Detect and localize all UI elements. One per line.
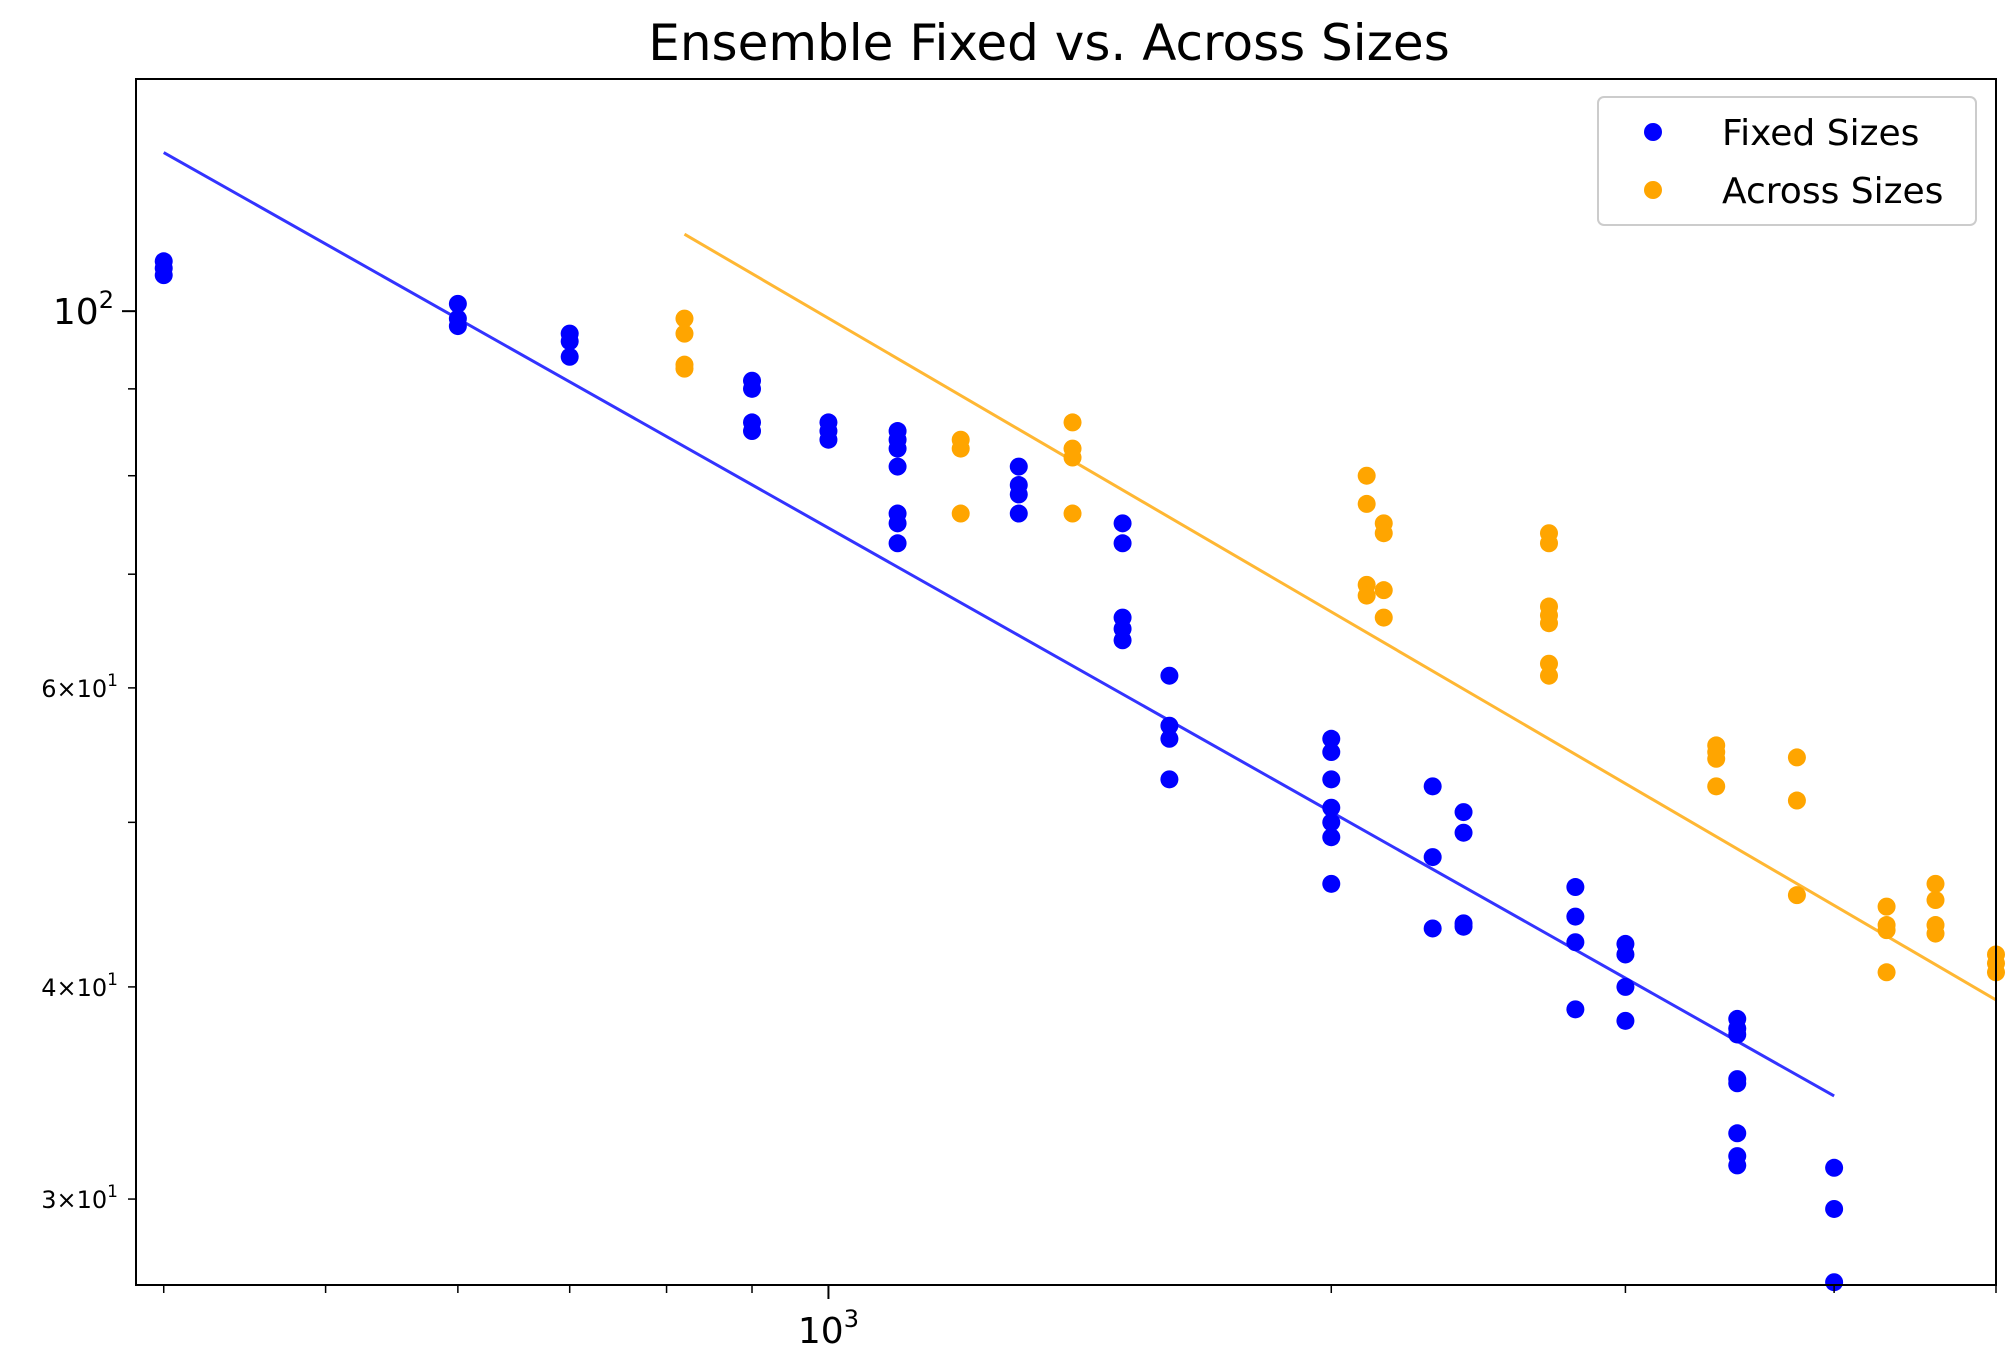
chart-title: Ensemble Fixed vs. Across Sizes: [648, 14, 1450, 72]
plot-frame: [135, 78, 1997, 1286]
data-point-fixed-sizes: [1160, 770, 1179, 789]
data-point-across-sizes: [1877, 897, 1896, 916]
data-point-across-sizes: [1063, 448, 1082, 467]
data-point-fixed-sizes: [1454, 917, 1473, 936]
data-point-fixed-sizes: [1728, 1074, 1747, 1093]
data-point-across-sizes: [1926, 891, 1945, 910]
data-point-fixed-sizes: [154, 266, 173, 285]
data-point-fixed-sizes: [1423, 777, 1442, 796]
data-point-fixed-sizes: [1322, 874, 1341, 893]
data-point-across-sizes: [951, 439, 970, 458]
axes: 103 102 6×101 4×101 3×101: [41, 78, 1997, 1352]
data-point-across-sizes: [1374, 524, 1393, 543]
data-point-fixed-sizes: [448, 294, 467, 313]
data-point-fixed-sizes: [1009, 485, 1028, 504]
y-tick-label: 3×101: [41, 1182, 118, 1214]
data-point-fixed-sizes: [1825, 1273, 1844, 1292]
plot-area: [154, 151, 2005, 1292]
data-point-across-sizes: [1063, 413, 1082, 432]
data-point-across-sizes: [1374, 581, 1393, 600]
data-point-fixed-sizes: [1322, 770, 1341, 789]
data-point-fixed-sizes: [1728, 1025, 1747, 1044]
legend-marker-across-sizes: [1644, 181, 1662, 199]
data-point-fixed-sizes: [1160, 716, 1179, 735]
data-point-fixed-sizes: [1454, 823, 1473, 842]
data-point-fixed-sizes: [743, 422, 762, 441]
data-point-across-sizes: [1539, 614, 1558, 633]
legend-label-fixed-sizes: Fixed Sizes: [1722, 113, 1919, 154]
data-point-across-sizes: [1707, 749, 1726, 768]
legend: Fixed Sizes Across Sizes: [1597, 96, 1977, 226]
trend-line-fixed-sizes: [162, 151, 1835, 1098]
data-point-fixed-sizes: [1454, 803, 1473, 822]
data-point-across-sizes: [1787, 886, 1806, 905]
data-point-fixed-sizes: [1322, 743, 1341, 762]
data-point-across-sizes: [1877, 963, 1896, 982]
data-point-across-sizes: [1357, 466, 1376, 485]
data-point-fixed-sizes: [1113, 534, 1132, 553]
data-point-fixed-sizes: [1616, 945, 1635, 964]
data-point-across-sizes: [1357, 494, 1376, 513]
data-point-fixed-sizes: [560, 347, 579, 366]
legend-label-across-sizes: Across Sizes: [1722, 171, 1943, 212]
y-tick-label: 102: [53, 286, 114, 333]
data-point-across-sizes: [1707, 777, 1726, 796]
data-point-across-sizes: [675, 324, 694, 343]
data-point-fixed-sizes: [1113, 631, 1132, 650]
data-point-fixed-sizes: [888, 514, 907, 533]
data-point-fixed-sizes: [1009, 504, 1028, 523]
data-point-fixed-sizes: [560, 332, 579, 351]
data-point-fixed-sizes: [1566, 1000, 1585, 1019]
data-point-across-sizes: [1926, 924, 1945, 943]
data-point-fixed-sizes: [1322, 729, 1341, 748]
data-point-fixed-sizes: [1113, 514, 1132, 533]
data-point-fixed-sizes: [1160, 729, 1179, 748]
data-point-across-sizes: [1539, 666, 1558, 685]
data-point-fixed-sizes: [1322, 798, 1341, 817]
data-point-fixed-sizes: [888, 439, 907, 458]
data-point-fixed-sizes: [1160, 666, 1179, 685]
data-point-fixed-sizes: [1616, 1011, 1635, 1030]
legend-box: [1597, 96, 1977, 226]
data-point-fixed-sizes: [888, 534, 907, 553]
data-point-across-sizes: [1539, 534, 1558, 553]
y-tick-label: 6×101: [41, 671, 118, 703]
data-point-across-sizes: [1357, 586, 1376, 605]
data-point-across-sizes: [675, 309, 694, 328]
data-point-fixed-sizes: [1825, 1199, 1844, 1218]
data-point-fixed-sizes: [743, 379, 762, 398]
data-point-fixed-sizes: [448, 317, 467, 336]
data-point-fixed-sizes: [1423, 919, 1442, 938]
data-point-fixed-sizes: [1566, 878, 1585, 897]
trend-line-across-sizes: [683, 232, 1997, 1002]
data-point-across-sizes: [951, 504, 970, 523]
data-point-across-sizes: [1787, 791, 1806, 810]
data-point-fixed-sizes: [1423, 848, 1442, 867]
data-point-fixed-sizes: [1009, 457, 1028, 476]
data-point-across-sizes: [675, 359, 694, 378]
data-point-fixed-sizes: [1825, 1158, 1844, 1177]
y-tick-label: 4×101: [41, 970, 118, 1002]
data-point-fixed-sizes: [1322, 828, 1341, 847]
data-point-fixed-sizes: [1728, 1156, 1747, 1175]
data-point-fixed-sizes: [1566, 907, 1585, 926]
data-point-across-sizes: [1926, 874, 1945, 893]
data-point-fixed-sizes: [1728, 1124, 1747, 1143]
data-point-fixed-sizes: [888, 457, 907, 476]
data-point-fixed-sizes: [1616, 977, 1635, 996]
legend-marker-fixed-sizes: [1644, 123, 1662, 141]
data-point-fixed-sizes: [1566, 933, 1585, 952]
data-point-across-sizes: [1063, 504, 1082, 523]
data-point-fixed-sizes: [819, 430, 838, 449]
data-point-fixed-sizes: [1322, 813, 1341, 832]
data-point-across-sizes: [1787, 748, 1806, 767]
data-point-across-sizes: [1877, 921, 1896, 940]
x-tick-label: 103: [798, 1305, 859, 1352]
data-point-across-sizes: [1374, 608, 1393, 627]
